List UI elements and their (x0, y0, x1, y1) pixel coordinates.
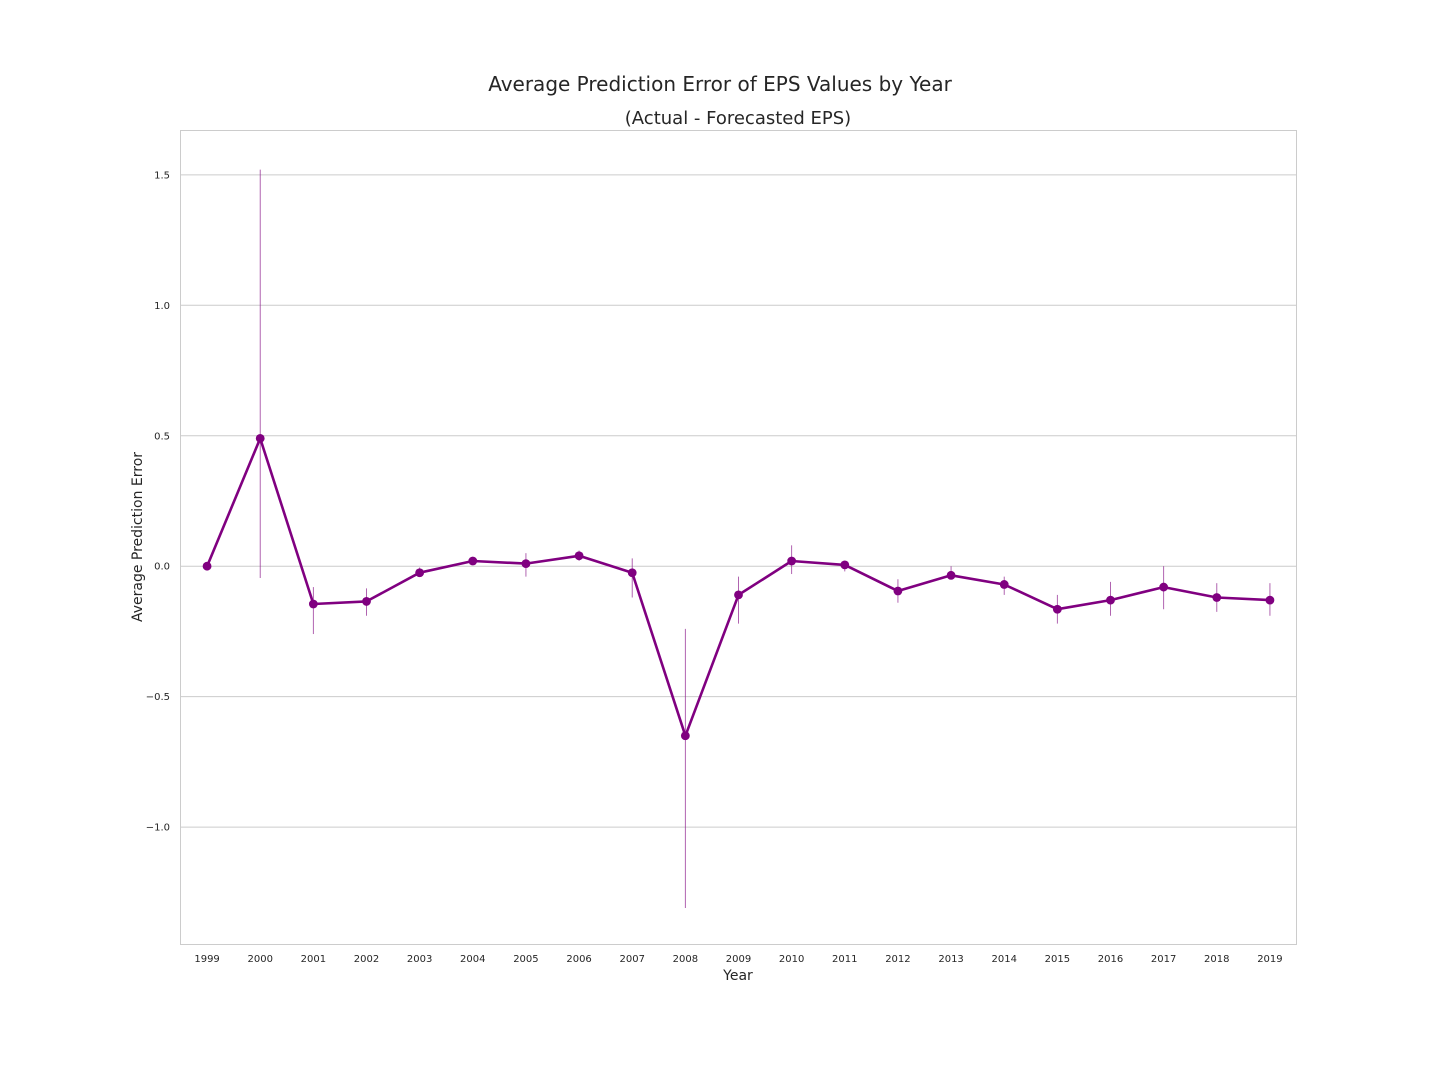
x-tick-label: 2017 (1151, 954, 1176, 965)
data-point (1159, 582, 1169, 592)
x-tick-label: 2016 (1098, 954, 1123, 965)
data-point (734, 590, 743, 600)
data-point (255, 433, 265, 443)
x-tick-label: 2004 (460, 954, 485, 965)
data-point (787, 556, 797, 566)
x-tick-label: 2019 (1257, 954, 1282, 965)
y-tick-label: 0.5 (154, 431, 170, 442)
x-tick-label: 2010 (779, 954, 804, 965)
data-point (1265, 595, 1275, 605)
data-point (999, 580, 1009, 589)
x-tick-label: 2007 (619, 954, 644, 965)
plot-frame (180, 130, 1297, 945)
data-point (415, 568, 425, 578)
x-tick-label: 2009 (726, 954, 751, 965)
x-tick-label: 2011 (832, 954, 857, 965)
x-tick-label: 2005 (513, 954, 538, 965)
data-point (574, 551, 584, 561)
error-bars (259, 169, 1271, 908)
data-point (1106, 595, 1115, 605)
y-tick-label: −0.5 (146, 692, 170, 703)
y-axis-label: Average Prediction Error (130, 452, 146, 622)
x-tick-label: 2014 (991, 954, 1016, 965)
data-point (946, 570, 956, 580)
y-ticks: 1.5 1.0 0.5 0.0 −0.5 −1.0 (146, 170, 170, 833)
x-tick-label: 2000 (247, 954, 272, 965)
data-point (1212, 593, 1222, 602)
chart-subtitle: (Actual - Forecasted EPS) (625, 108, 851, 129)
data-point (308, 599, 318, 609)
data-point (840, 560, 850, 570)
data-points (202, 433, 1275, 741)
x-tick-label: 2012 (885, 954, 910, 965)
y-tick-label: 0.0 (154, 562, 170, 573)
data-point (362, 597, 371, 606)
data-point (521, 559, 531, 568)
y-tick-label: 1.0 (154, 301, 170, 312)
x-tick-label: 2002 (354, 954, 379, 965)
x-tick-label: 2018 (1204, 954, 1229, 965)
data-point (627, 568, 637, 578)
chart-title: Average Prediction Error of EPS Values b… (488, 72, 952, 96)
x-ticks: 1999 2000 2001 2002 2003 2004 2005 2006 2007 2008… (194, 954, 1282, 965)
x-tick-label: 2003 (407, 954, 432, 965)
x-tick-label: 2013 (938, 954, 963, 965)
y-tick-label: 1.5 (154, 170, 170, 181)
x-tick-label: 1999 (194, 954, 219, 965)
x-tick-label: 2001 (301, 954, 326, 965)
data-point (680, 731, 690, 741)
x-tick-label: 2015 (1045, 954, 1070, 965)
grid (180, 174, 1297, 828)
y-tick-label: −1.0 (146, 823, 170, 834)
x-tick-label: 2006 (566, 954, 591, 965)
data-point (202, 561, 212, 571)
x-axis-label: Year (722, 968, 753, 984)
data-point (893, 586, 903, 596)
x-tick-label: 2008 (673, 954, 698, 965)
data-point (1052, 604, 1062, 614)
data-point (468, 556, 478, 566)
